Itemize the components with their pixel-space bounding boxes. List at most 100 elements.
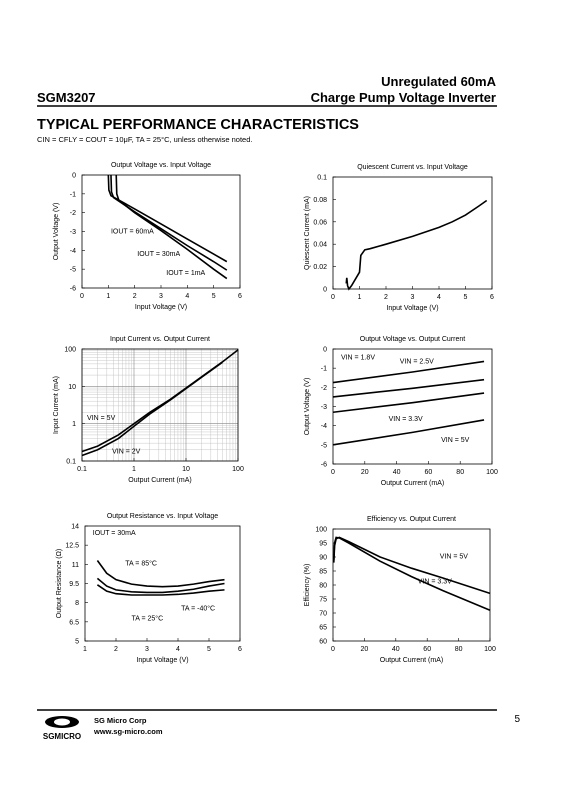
- x-tick-label: 5: [212, 293, 216, 300]
- y-tick-label: -6: [321, 462, 327, 469]
- series-label: VIN = 2V: [112, 448, 141, 455]
- x-tick-label: 3: [159, 293, 163, 300]
- logo-mark: [54, 718, 70, 726]
- x-tick-label: 0: [331, 294, 335, 301]
- x-tick-label: 3: [145, 646, 149, 653]
- x-tick-label: 1: [358, 294, 362, 301]
- x-tick-label: 1: [132, 466, 136, 473]
- chart: Output Resistance vs. Input Voltage 1 2 3 4 5…: [56, 513, 242, 664]
- x-tick-label: 0: [331, 469, 335, 476]
- series-label: TA = 25°C: [132, 615, 164, 623]
- x-tick-label: 4: [185, 293, 189, 300]
- y-tick-label: 0.08: [313, 197, 327, 204]
- x-tick-label: 2: [384, 294, 388, 301]
- y-tick-label: -6: [70, 286, 76, 293]
- x-tick-label: 2: [114, 646, 118, 653]
- plot-frame: [84, 525, 241, 642]
- x-tick-label: 3: [411, 294, 415, 301]
- y-axis-label: Quiescent Current (mA): [304, 196, 311, 270]
- y-tick-label: 0: [323, 347, 327, 354]
- data-line: [115, 174, 228, 280]
- y-tick-label: 70: [319, 611, 327, 618]
- y-tick-label: -1: [70, 191, 76, 198]
- data-line: [332, 360, 485, 384]
- x-tick-label: 5: [464, 294, 468, 301]
- header-title: Unregulated 60mA: [381, 74, 496, 89]
- series-label: IOUT = 1mA: [166, 270, 205, 277]
- x-axis-label: Input Voltage (V): [136, 657, 188, 664]
- plot-frame: [332, 528, 491, 642]
- x-tick-label: 20: [361, 469, 369, 476]
- chart-title: Output Voltage vs. Input Voltage: [111, 162, 211, 169]
- y-tick-label: -2: [70, 210, 76, 217]
- y-tick-label: 5: [75, 639, 79, 646]
- y-tick-label: -4: [321, 423, 327, 430]
- x-tick-label: 100: [486, 469, 498, 476]
- data-line: [96, 577, 225, 594]
- x-tick-label: 20: [361, 646, 369, 653]
- y-tick-label: 1: [72, 421, 76, 428]
- y-tick-label: 65: [319, 625, 327, 632]
- x-tick-label: 6: [490, 294, 494, 301]
- x-tick-label: 100: [484, 646, 496, 653]
- website: www.sg-micro.com: [93, 727, 163, 736]
- page-number: 5: [514, 714, 520, 725]
- series-label: VIN = 3.3V: [389, 416, 423, 423]
- chart-title: Output Resistance vs. Input Voltage: [107, 513, 218, 520]
- y-axis-label: Output Voltage (V): [53, 203, 60, 261]
- series-label: TA = 85°C: [125, 560, 157, 568]
- chart-title: Efficiency vs. Output Current: [367, 516, 456, 523]
- x-axis-label: Input Voltage (V): [386, 305, 438, 312]
- y-tick-label: 6.5: [69, 619, 79, 626]
- x-tick-label: 80: [455, 646, 463, 653]
- x-tick-label: 1: [106, 293, 110, 300]
- data-line: [345, 199, 488, 291]
- data-line: [96, 560, 225, 588]
- y-tick-label: 0.1: [317, 175, 327, 182]
- chart-title: Output Voltage vs. Output Current: [360, 336, 466, 343]
- series-label: IOUT = 60mA: [111, 228, 154, 235]
- y-axis-label: Output Voltage (V): [304, 378, 311, 436]
- series-label: VIN = 2.5V: [400, 358, 434, 365]
- data-line: [107, 174, 228, 263]
- x-axis-label: Output Current (mA): [128, 477, 191, 484]
- x-axis-label: Input Voltage (V): [135, 304, 187, 311]
- chart-title: Quiescent Current vs. Input Voltage: [357, 164, 468, 171]
- x-tick-label: 2: [133, 293, 137, 300]
- x-tick-label: 10: [182, 466, 190, 473]
- y-tick-label: 90: [319, 555, 327, 562]
- y-tick-label: 95: [319, 541, 327, 548]
- plot-frame: [332, 348, 493, 465]
- annotation: IOUT = 30mA: [93, 530, 136, 537]
- y-tick-label: 0.02: [313, 264, 327, 271]
- x-axis-label: Output Current (mA): [380, 657, 443, 664]
- y-axis-label: Input Current (mA): [53, 376, 60, 434]
- data-line: [96, 584, 225, 596]
- part-number: SGM3207: [37, 90, 96, 105]
- data-line: [332, 536, 491, 611]
- x-tick-label: 4: [437, 294, 441, 301]
- x-tick-label: 40: [392, 646, 400, 653]
- y-tick-label: 10: [68, 384, 76, 391]
- x-tick-label: 40: [393, 469, 401, 476]
- data-line: [332, 392, 485, 414]
- y-tick-label: 8: [75, 600, 79, 607]
- series-label: TA = -40°C: [181, 604, 215, 612]
- x-axis-label: Output Current (mA): [381, 480, 444, 487]
- y-tick-label: 0: [323, 287, 327, 294]
- y-tick-label: 85: [319, 569, 327, 576]
- plot-frame: [332, 176, 493, 290]
- series-label: IOUT = 30mA: [137, 251, 180, 258]
- y-tick-label: -5: [321, 442, 327, 449]
- y-tick-label: -3: [321, 404, 327, 411]
- logo-text: SGMICRO: [43, 732, 81, 741]
- company: SG Micro Corp: [94, 716, 147, 725]
- data-line: [332, 378, 485, 398]
- chart-title: Input Current vs. Output Current: [110, 336, 210, 343]
- chart: Quiescent Current vs. Input Voltage 0 1 2 3 4…: [304, 164, 494, 312]
- series-label: VIN = 3.3V: [418, 579, 452, 586]
- y-tick-label: 75: [319, 597, 327, 604]
